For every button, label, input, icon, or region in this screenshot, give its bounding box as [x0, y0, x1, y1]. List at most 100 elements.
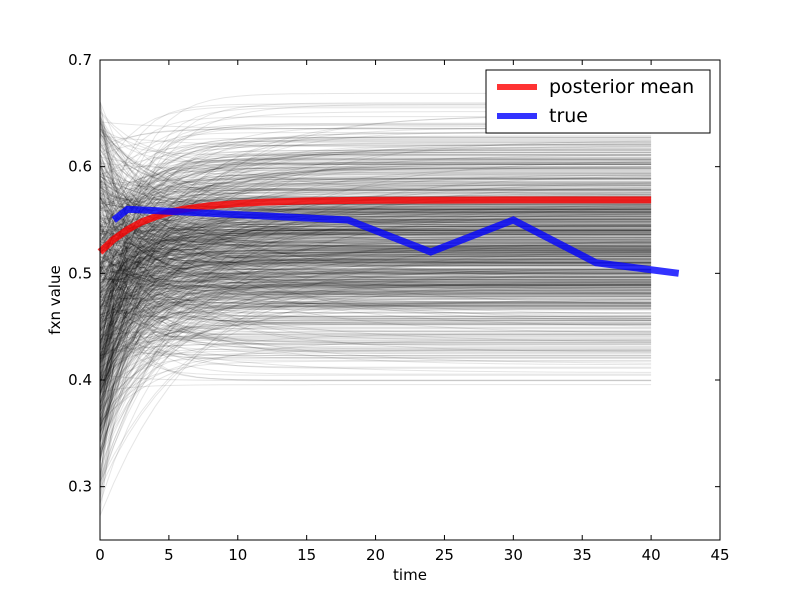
y-tick-label: 0.3 — [68, 478, 92, 496]
posterior-sample-line — [99, 266, 652, 286]
posterior-sample-line — [99, 218, 652, 444]
posterior-sample-line — [99, 283, 652, 336]
x-tick-label: 15 — [297, 546, 316, 564]
posterior-sample-line — [99, 285, 652, 290]
posterior-sample-line — [99, 211, 652, 452]
posterior-sample-line — [99, 125, 652, 191]
posterior-sample-line — [99, 302, 652, 388]
posterior-sample-line — [99, 331, 652, 336]
posterior-sample-line — [99, 193, 652, 263]
posterior-sample-line — [99, 248, 652, 263]
posterior-sample-line — [99, 217, 652, 316]
posterior-sample-line — [99, 249, 652, 275]
posterior-sample-line — [99, 215, 652, 391]
posterior-sample-line — [99, 256, 652, 332]
posterior-sample-line — [99, 158, 652, 296]
y-axis-label: fxn value — [46, 265, 64, 334]
posterior-sample-line — [99, 234, 652, 265]
posterior-sample-line — [99, 172, 652, 251]
posterior-sample-line — [99, 182, 652, 385]
posterior-sample-line — [99, 279, 652, 299]
posterior-sample-line — [99, 150, 652, 426]
posterior-sample-line — [99, 135, 652, 243]
posterior-sample-line — [99, 240, 652, 270]
posterior-sample-line — [99, 247, 652, 274]
posterior-sample-line — [99, 274, 652, 342]
posterior-sample-line — [99, 271, 652, 309]
posterior-sample-line — [99, 242, 652, 350]
posterior-sample-line — [99, 184, 652, 250]
posterior-sample-line — [99, 149, 652, 278]
posterior-sample-line — [99, 178, 652, 409]
posterior-sample-line — [99, 191, 652, 308]
posterior-sample-line — [99, 218, 652, 373]
posterior-sample-line — [99, 335, 652, 340]
posterior-sample-line — [99, 182, 652, 324]
posterior-sample-line — [99, 225, 652, 387]
posterior-sample-line — [99, 255, 652, 294]
posterior-sample-line — [99, 241, 652, 274]
posterior-sample-line — [99, 144, 652, 244]
posterior-sample-line — [99, 268, 652, 328]
x-tick-label: 20 — [366, 546, 385, 564]
posterior-sample-line — [99, 296, 652, 303]
posterior-sample-line — [99, 251, 652, 504]
posterior-sample-line — [99, 357, 652, 427]
posterior-sample-line — [99, 251, 652, 284]
posterior-sample-line — [99, 312, 652, 352]
posterior-sample-line — [99, 143, 652, 305]
posterior-sample-line — [99, 280, 652, 283]
posterior-sample-line — [99, 140, 652, 435]
posterior-sample-line — [99, 250, 652, 411]
posterior-sample-line — [99, 290, 652, 392]
posterior-sample-line — [99, 214, 652, 462]
posterior-sample-line — [99, 175, 652, 478]
posterior-sample-line — [99, 348, 652, 368]
posterior-sample-line — [99, 172, 652, 264]
posterior-sample-line — [99, 303, 652, 390]
posterior-sample-line — [99, 212, 652, 364]
posterior-sample-line — [99, 219, 652, 342]
posterior-sample-line — [99, 162, 652, 282]
posterior-sample-line — [99, 211, 652, 294]
posterior-sample-line — [99, 176, 652, 380]
posterior-sample-line — [99, 176, 652, 280]
posterior-sample-line — [99, 293, 652, 337]
posterior-sample-line — [99, 305, 652, 441]
posterior-sample-line — [99, 212, 652, 233]
posterior-sample-line — [99, 263, 652, 350]
posterior-sample-line — [99, 222, 652, 263]
posterior-sample-line — [99, 178, 652, 482]
posterior-sample-line — [99, 169, 652, 206]
posterior-sample-line — [99, 294, 652, 434]
posterior-sample-line — [99, 280, 652, 351]
posterior-sample-line — [99, 216, 652, 287]
posterior-sample-line — [99, 222, 652, 381]
posterior-sample-line — [99, 208, 652, 285]
posterior-sample-line — [99, 237, 652, 440]
posterior-sample-line — [99, 283, 652, 384]
posterior-sample-line — [99, 176, 652, 208]
posterior-sample-line — [99, 156, 652, 320]
posterior-sample-line — [99, 174, 652, 305]
posterior-sample-line — [99, 308, 652, 400]
posterior-sample-line — [99, 256, 652, 309]
posterior-sample-line — [99, 305, 652, 393]
posterior-sample-line — [99, 249, 652, 398]
posterior-sample-line — [99, 257, 652, 316]
series-line-posterior-mean — [97, 196, 652, 255]
posterior-sample-line — [99, 333, 652, 373]
posterior-sample-line — [99, 267, 652, 294]
posterior-sample-line — [99, 211, 652, 333]
posterior-sample-line — [99, 247, 652, 442]
posterior-sample-line — [99, 374, 652, 382]
posterior-sample-line — [99, 128, 652, 185]
posterior-sample-line — [99, 166, 652, 375]
posterior-sample-line — [99, 256, 652, 376]
posterior-sample-line — [99, 251, 652, 376]
posterior-sample-line — [99, 217, 652, 315]
series-layer — [97, 196, 680, 277]
posterior-sample-line — [99, 254, 652, 284]
posterior-sample-line — [99, 189, 652, 268]
posterior-sample-line — [99, 154, 652, 334]
